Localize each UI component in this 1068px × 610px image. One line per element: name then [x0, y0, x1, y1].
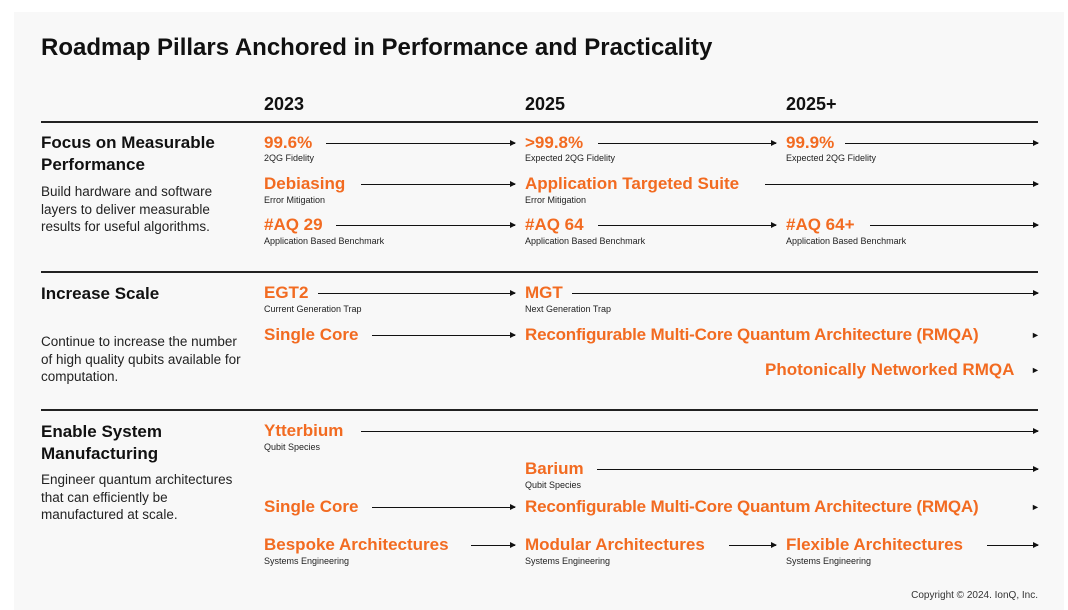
- section-description-scale: Continue to increase the number of high …: [41, 334, 241, 384]
- milestone-value: Single Core: [264, 325, 359, 344]
- milestone-value: Reconfigurable Multi-Core Quantum Archit…: [525, 497, 979, 516]
- header-divider: [41, 121, 1038, 123]
- milestone-label: Systems Engineering: [786, 556, 872, 566]
- milestone-value: Barium: [525, 459, 584, 478]
- milestone-value: 99.6%: [264, 133, 313, 152]
- milestone-label: Application Based Benchmark: [525, 236, 646, 246]
- milestone-value: EGT2: [264, 283, 309, 302]
- timeline-arrow: [598, 140, 777, 146]
- section-divider: [41, 409, 1038, 411]
- copyright-notice: Copyright © 2024. IonQ, Inc.: [911, 590, 1038, 601]
- milestone-label: Application Based Benchmark: [264, 236, 385, 246]
- timeline-arrow: [318, 290, 516, 296]
- timeline-arrow: [326, 140, 516, 146]
- timeline-arrow: [597, 466, 1039, 472]
- milestone-value: Ytterbium: [264, 421, 344, 440]
- milestone-label: Systems Engineering: [525, 556, 611, 566]
- section-description-performance: Build hardware and software layers to de…: [41, 184, 213, 234]
- year-header-2025: 2025: [525, 94, 566, 114]
- milestone-value: 99.9%: [786, 133, 835, 152]
- section-heading-scale: Increase Scale: [41, 284, 160, 303]
- milestone-label: Next Generation Trap: [525, 304, 612, 314]
- continue-arrow-icon: ►: [1031, 502, 1040, 512]
- section-heading-manufacturing: Enable System Manufacturing: [41, 422, 162, 463]
- page-title: Roadmap Pillars Anchored in Performance …: [41, 34, 713, 61]
- timeline-arrow: [372, 504, 516, 510]
- milestone-value: #AQ 64: [525, 215, 584, 234]
- milestone-label: Application Based Benchmark: [786, 236, 907, 246]
- milestone-label: Expected 2QG Fidelity: [786, 153, 877, 163]
- milestone-value: Single Core: [264, 497, 359, 516]
- milestone-value: Bespoke Architectures: [264, 535, 449, 554]
- milestone-value: MGT: [525, 283, 563, 302]
- milestone-label: Expected 2QG Fidelity: [525, 153, 616, 163]
- milestone-value: Modular Architectures: [525, 535, 705, 554]
- timeline-arrow: [336, 222, 516, 228]
- timeline-arrow: [729, 542, 777, 548]
- timeline-arrow: [987, 542, 1039, 548]
- timeline-arrow: [765, 181, 1039, 187]
- milestone-label: Error Mitigation: [264, 195, 326, 205]
- continue-arrow-icon: ►: [1031, 365, 1040, 375]
- milestone-label: 2QG Fidelity: [264, 153, 315, 163]
- milestone-label: Current Generation Trap: [264, 304, 362, 314]
- year-header-2025-plus: 2025+: [786, 94, 837, 114]
- milestone-value: #AQ 29: [264, 215, 323, 234]
- timeline-arrow: [845, 140, 1039, 146]
- milestone-value: Photonically Networked RMQA: [765, 360, 1015, 379]
- timeline-arrow: [572, 290, 1039, 296]
- section-description-manufacturing: Engineer quantum architectures that can …: [41, 472, 233, 522]
- milestone-label: Qubit Species: [264, 442, 321, 452]
- milestone-label: Qubit Species: [525, 480, 582, 490]
- milestone-value: #AQ 64+: [786, 215, 855, 234]
- milestone-label: Error Mitigation: [525, 195, 587, 205]
- milestone-value: Application Targeted Suite: [525, 174, 740, 193]
- milestone-value: Flexible Architectures: [786, 535, 963, 554]
- timeline-arrow: [471, 542, 516, 548]
- milestone-value: Reconfigurable Multi-Core Quantum Archit…: [525, 325, 979, 344]
- continue-arrow-icon: ►: [1031, 330, 1040, 340]
- section-heading-performance: Focus on Measurable Performance: [41, 133, 215, 174]
- milestone-value: >99.8%: [525, 133, 584, 152]
- roadmap-card: [14, 12, 1064, 610]
- timeline-arrow: [361, 181, 516, 187]
- timeline-arrow: [870, 222, 1039, 228]
- year-header-2023: 2023: [264, 94, 305, 114]
- timeline-arrow: [361, 428, 1039, 434]
- milestone-label: Systems Engineering: [264, 556, 350, 566]
- timeline-arrow: [372, 332, 516, 338]
- milestone-value: Debiasing: [264, 174, 346, 193]
- timeline-arrow: [598, 222, 777, 228]
- section-divider: [41, 271, 1038, 273]
